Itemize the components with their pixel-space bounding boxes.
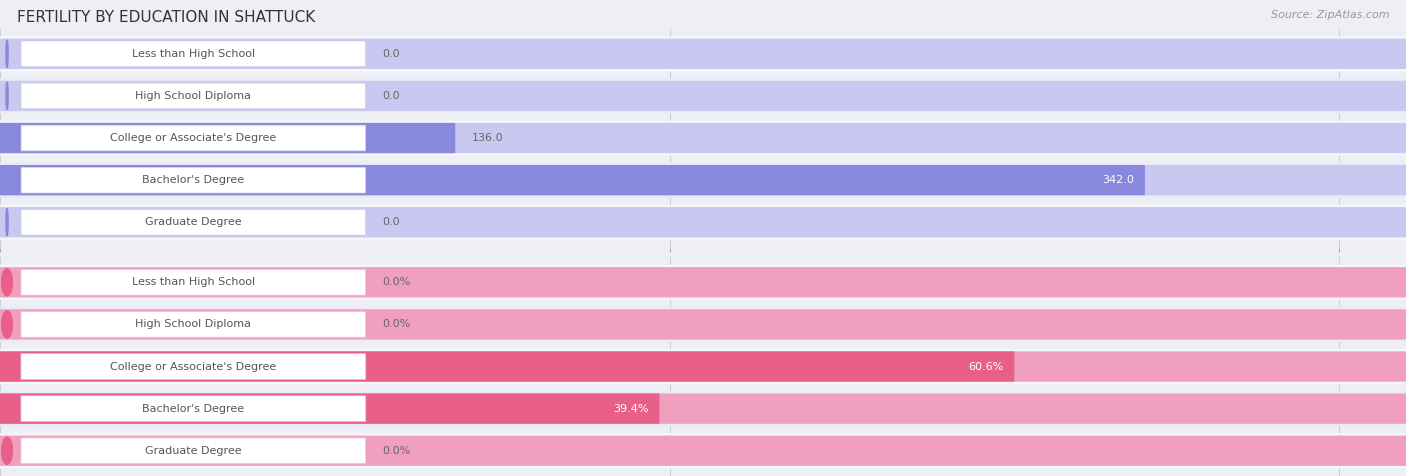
Circle shape: [1, 311, 13, 338]
Text: 0.0%: 0.0%: [382, 319, 411, 329]
FancyBboxPatch shape: [0, 394, 1406, 424]
FancyBboxPatch shape: [21, 269, 366, 295]
FancyBboxPatch shape: [0, 123, 456, 153]
FancyBboxPatch shape: [0, 205, 1406, 240]
Text: FERTILITY BY EDUCATION IN SHATTUCK: FERTILITY BY EDUCATION IN SHATTUCK: [17, 10, 315, 25]
Circle shape: [1, 353, 13, 380]
FancyBboxPatch shape: [21, 83, 366, 109]
Text: Source: ZipAtlas.com: Source: ZipAtlas.com: [1271, 10, 1389, 20]
Circle shape: [6, 82, 8, 109]
FancyBboxPatch shape: [21, 209, 366, 235]
FancyBboxPatch shape: [0, 433, 1406, 468]
Circle shape: [1, 268, 13, 296]
Text: 39.4%: 39.4%: [613, 404, 648, 414]
Text: 0.0: 0.0: [382, 49, 401, 59]
FancyBboxPatch shape: [0, 165, 1406, 195]
FancyBboxPatch shape: [21, 396, 366, 421]
Text: 0.0%: 0.0%: [382, 446, 411, 456]
FancyBboxPatch shape: [0, 349, 1406, 384]
FancyBboxPatch shape: [0, 267, 1406, 298]
FancyBboxPatch shape: [0, 351, 1406, 382]
FancyBboxPatch shape: [0, 36, 1406, 71]
FancyBboxPatch shape: [21, 41, 366, 67]
Circle shape: [1, 437, 13, 465]
Text: 60.6%: 60.6%: [967, 361, 1002, 372]
FancyBboxPatch shape: [0, 436, 1406, 466]
Text: Graduate Degree: Graduate Degree: [145, 217, 242, 227]
Text: College or Associate's Degree: College or Associate's Degree: [110, 133, 277, 143]
Text: Less than High School: Less than High School: [132, 49, 254, 59]
Text: 342.0: 342.0: [1102, 175, 1133, 185]
FancyBboxPatch shape: [0, 39, 1406, 69]
Text: 0.0%: 0.0%: [382, 278, 411, 288]
FancyBboxPatch shape: [0, 394, 659, 424]
FancyBboxPatch shape: [0, 165, 1144, 195]
Text: Bachelor's Degree: Bachelor's Degree: [142, 404, 245, 414]
Text: 0.0: 0.0: [382, 217, 401, 227]
Text: Less than High School: Less than High School: [132, 278, 254, 288]
FancyBboxPatch shape: [21, 167, 366, 193]
Circle shape: [6, 40, 8, 68]
Text: Graduate Degree: Graduate Degree: [145, 446, 242, 456]
Circle shape: [1, 395, 13, 422]
FancyBboxPatch shape: [21, 312, 366, 337]
FancyBboxPatch shape: [0, 265, 1406, 300]
FancyBboxPatch shape: [0, 81, 1406, 111]
Text: High School Diploma: High School Diploma: [135, 91, 252, 101]
FancyBboxPatch shape: [21, 125, 366, 151]
FancyBboxPatch shape: [0, 120, 1406, 156]
Text: College or Associate's Degree: College or Associate's Degree: [110, 361, 277, 372]
FancyBboxPatch shape: [0, 123, 1406, 153]
FancyBboxPatch shape: [0, 307, 1406, 342]
FancyBboxPatch shape: [0, 78, 1406, 114]
FancyBboxPatch shape: [21, 438, 366, 464]
FancyBboxPatch shape: [0, 309, 1406, 339]
Circle shape: [6, 167, 8, 194]
Text: 136.0: 136.0: [472, 133, 503, 143]
FancyBboxPatch shape: [0, 391, 1406, 426]
Text: 0.0: 0.0: [382, 91, 401, 101]
FancyBboxPatch shape: [21, 354, 366, 379]
Text: High School Diploma: High School Diploma: [135, 319, 252, 329]
FancyBboxPatch shape: [0, 162, 1406, 198]
Circle shape: [6, 124, 8, 152]
Text: Bachelor's Degree: Bachelor's Degree: [142, 175, 245, 185]
FancyBboxPatch shape: [0, 207, 1406, 238]
FancyBboxPatch shape: [0, 351, 1014, 382]
Circle shape: [6, 208, 8, 236]
